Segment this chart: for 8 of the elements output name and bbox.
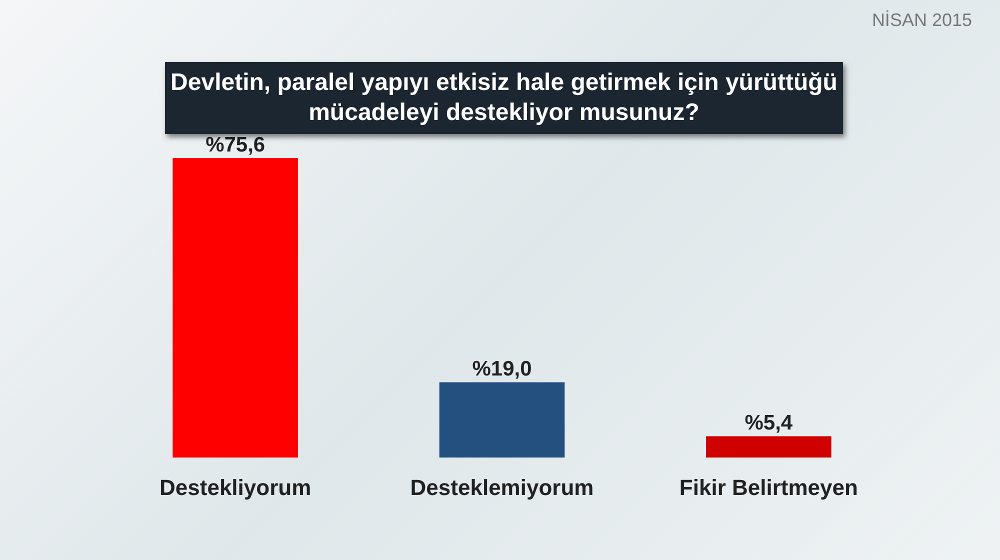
data-label: %19,0 bbox=[472, 358, 532, 381]
x-tick-label: Desteklemiyorum bbox=[410, 474, 594, 500]
chart-title: Devletin, paralel yapıyı etkisiz hale getirmek için yürüttüğü mücadeleyi destekliyor musunuz? bbox=[165, 62, 843, 134]
data-label: %75,6 bbox=[206, 133, 266, 156]
data-label: %5,4 bbox=[744, 411, 793, 434]
text: NİSAN 2015 bbox=[872, 10, 972, 31]
x-tick-label: Fikir Belirtmeyen bbox=[679, 474, 858, 500]
x-tick-label: Destekliyorum bbox=[160, 474, 312, 500]
